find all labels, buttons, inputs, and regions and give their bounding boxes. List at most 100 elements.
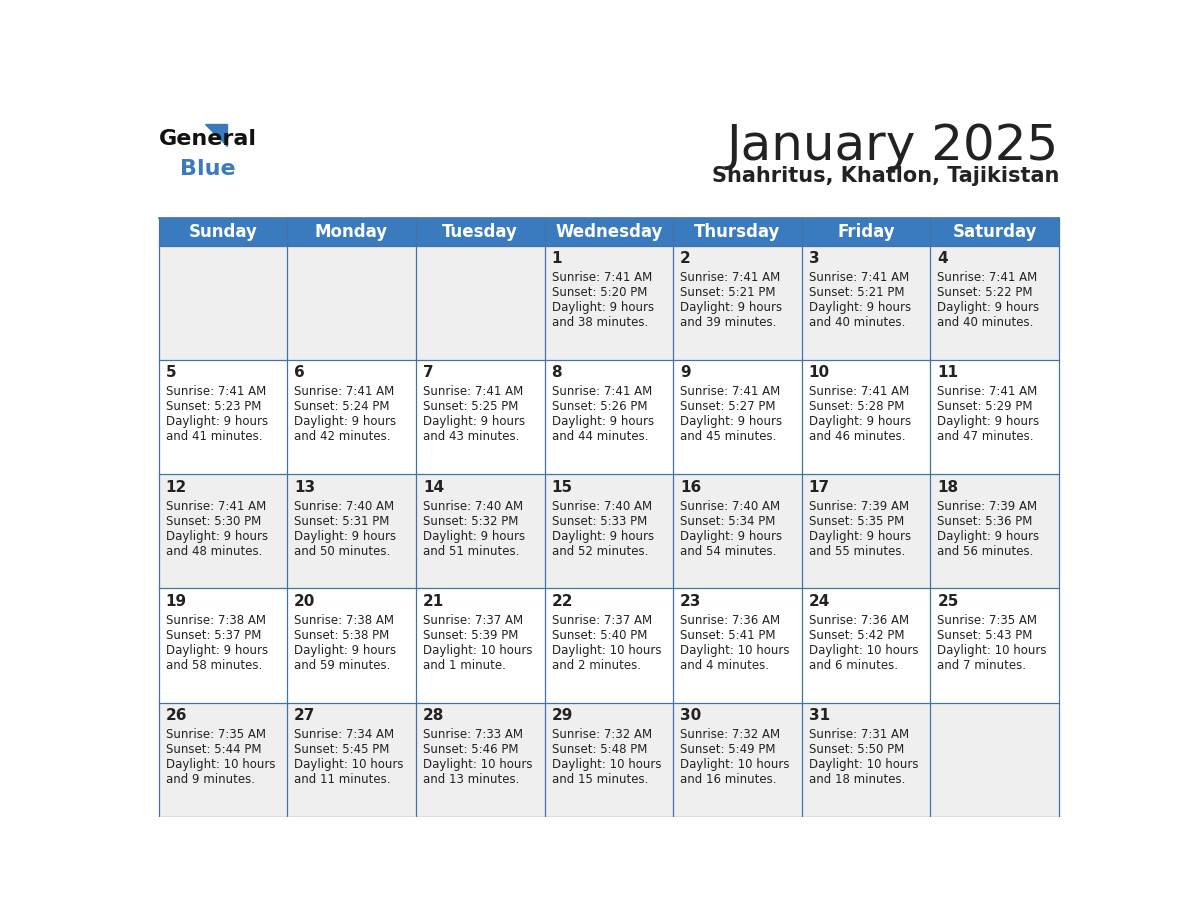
- Text: Sunrise: 7:41 AM: Sunrise: 7:41 AM: [937, 271, 1037, 284]
- Text: 19: 19: [165, 594, 187, 609]
- Text: and 58 minutes.: and 58 minutes.: [165, 659, 261, 672]
- Text: Sunrise: 7:41 AM: Sunrise: 7:41 AM: [681, 271, 781, 284]
- Text: Daylight: 9 hours: Daylight: 9 hours: [809, 530, 911, 543]
- Text: Thursday: Thursday: [694, 223, 781, 241]
- Text: and 50 minutes.: and 50 minutes.: [295, 544, 391, 557]
- Text: Sunrise: 7:36 AM: Sunrise: 7:36 AM: [809, 614, 909, 627]
- Text: 2: 2: [681, 251, 691, 266]
- Text: Sunset: 5:34 PM: Sunset: 5:34 PM: [681, 515, 776, 528]
- Text: Daylight: 9 hours: Daylight: 9 hours: [295, 644, 397, 657]
- Text: Sunset: 5:33 PM: Sunset: 5:33 PM: [551, 515, 646, 528]
- Text: and 38 minutes.: and 38 minutes.: [551, 316, 647, 330]
- Text: Sunrise: 7:38 AM: Sunrise: 7:38 AM: [295, 614, 394, 627]
- Text: 13: 13: [295, 479, 315, 495]
- Text: Daylight: 9 hours: Daylight: 9 hours: [551, 415, 653, 429]
- Text: Daylight: 9 hours: Daylight: 9 hours: [551, 530, 653, 543]
- Text: Daylight: 9 hours: Daylight: 9 hours: [165, 530, 267, 543]
- Text: Sunrise: 7:41 AM: Sunrise: 7:41 AM: [551, 386, 652, 398]
- Text: Daylight: 9 hours: Daylight: 9 hours: [681, 530, 782, 543]
- Text: Sunset: 5:22 PM: Sunset: 5:22 PM: [937, 286, 1032, 299]
- Text: and 59 minutes.: and 59 minutes.: [295, 659, 391, 672]
- Text: Sunrise: 7:40 AM: Sunrise: 7:40 AM: [681, 499, 781, 512]
- Text: Sunset: 5:43 PM: Sunset: 5:43 PM: [937, 629, 1032, 642]
- Text: Sunset: 5:46 PM: Sunset: 5:46 PM: [423, 744, 518, 756]
- Text: Sunrise: 7:35 AM: Sunrise: 7:35 AM: [937, 614, 1037, 627]
- Text: 4: 4: [937, 251, 948, 266]
- Text: Daylight: 9 hours: Daylight: 9 hours: [423, 530, 525, 543]
- Text: 17: 17: [809, 479, 830, 495]
- Text: Sunrise: 7:40 AM: Sunrise: 7:40 AM: [551, 499, 652, 512]
- Text: Daylight: 10 hours: Daylight: 10 hours: [551, 644, 661, 657]
- Text: Sunrise: 7:40 AM: Sunrise: 7:40 AM: [423, 499, 523, 512]
- Text: Sunset: 5:44 PM: Sunset: 5:44 PM: [165, 744, 261, 756]
- Text: and 2 minutes.: and 2 minutes.: [551, 659, 640, 672]
- Text: Sunrise: 7:32 AM: Sunrise: 7:32 AM: [551, 728, 652, 741]
- Text: Sunset: 5:32 PM: Sunset: 5:32 PM: [423, 515, 518, 528]
- Text: and 15 minutes.: and 15 minutes.: [551, 773, 647, 786]
- Text: Sunrise: 7:39 AM: Sunrise: 7:39 AM: [809, 499, 909, 512]
- Text: 20: 20: [295, 594, 316, 609]
- Text: and 55 minutes.: and 55 minutes.: [809, 544, 905, 557]
- Text: Sunset: 5:41 PM: Sunset: 5:41 PM: [681, 629, 776, 642]
- Text: Sunset: 5:21 PM: Sunset: 5:21 PM: [809, 286, 904, 299]
- Text: Daylight: 9 hours: Daylight: 9 hours: [937, 301, 1040, 314]
- Bar: [158, 475, 1060, 588]
- Text: and 16 minutes.: and 16 minutes.: [681, 773, 777, 786]
- Text: Sunrise: 7:37 AM: Sunrise: 7:37 AM: [423, 614, 523, 627]
- Text: and 48 minutes.: and 48 minutes.: [165, 544, 261, 557]
- Text: 30: 30: [681, 708, 701, 723]
- Text: Sunset: 5:40 PM: Sunset: 5:40 PM: [551, 629, 647, 642]
- Text: Daylight: 9 hours: Daylight: 9 hours: [165, 415, 267, 429]
- Text: Daylight: 9 hours: Daylight: 9 hours: [937, 530, 1040, 543]
- Text: and 39 minutes.: and 39 minutes.: [681, 316, 777, 330]
- Text: Sunset: 5:48 PM: Sunset: 5:48 PM: [551, 744, 647, 756]
- Text: Sunrise: 7:41 AM: Sunrise: 7:41 AM: [809, 386, 909, 398]
- Text: 18: 18: [937, 479, 959, 495]
- Text: Sunset: 5:42 PM: Sunset: 5:42 PM: [809, 629, 904, 642]
- Text: and 6 minutes.: and 6 minutes.: [809, 659, 898, 672]
- Text: Daylight: 10 hours: Daylight: 10 hours: [681, 758, 790, 771]
- Text: Daylight: 9 hours: Daylight: 9 hours: [809, 415, 911, 429]
- Text: and 46 minutes.: and 46 minutes.: [809, 431, 905, 443]
- Text: 29: 29: [551, 708, 573, 723]
- Text: Daylight: 10 hours: Daylight: 10 hours: [937, 644, 1047, 657]
- Text: and 56 minutes.: and 56 minutes.: [937, 544, 1034, 557]
- Text: Sunrise: 7:40 AM: Sunrise: 7:40 AM: [295, 499, 394, 512]
- Text: Sunset: 5:23 PM: Sunset: 5:23 PM: [165, 400, 261, 413]
- Text: Sunset: 5:20 PM: Sunset: 5:20 PM: [551, 286, 647, 299]
- Bar: [158, 703, 1060, 817]
- Bar: [158, 246, 1060, 360]
- Text: Daylight: 9 hours: Daylight: 9 hours: [295, 415, 397, 429]
- Text: Sunrise: 7:37 AM: Sunrise: 7:37 AM: [551, 614, 652, 627]
- Text: 24: 24: [809, 594, 830, 609]
- Text: Daylight: 9 hours: Daylight: 9 hours: [165, 644, 267, 657]
- Text: Sunset: 5:50 PM: Sunset: 5:50 PM: [809, 744, 904, 756]
- Text: and 51 minutes.: and 51 minutes.: [423, 544, 519, 557]
- Text: and 44 minutes.: and 44 minutes.: [551, 431, 647, 443]
- Text: General: General: [158, 129, 257, 149]
- Text: and 7 minutes.: and 7 minutes.: [937, 659, 1026, 672]
- Text: Daylight: 9 hours: Daylight: 9 hours: [423, 415, 525, 429]
- Text: Daylight: 9 hours: Daylight: 9 hours: [295, 530, 397, 543]
- Text: Sunrise: 7:41 AM: Sunrise: 7:41 AM: [165, 499, 266, 512]
- Text: 16: 16: [681, 479, 701, 495]
- Text: Sunset: 5:27 PM: Sunset: 5:27 PM: [681, 400, 776, 413]
- Text: Sunset: 5:39 PM: Sunset: 5:39 PM: [423, 629, 518, 642]
- Text: 8: 8: [551, 365, 562, 380]
- Text: and 4 minutes.: and 4 minutes.: [681, 659, 769, 672]
- Text: 12: 12: [165, 479, 187, 495]
- Bar: [158, 588, 1060, 703]
- Text: and 47 minutes.: and 47 minutes.: [937, 431, 1034, 443]
- Text: 7: 7: [423, 365, 434, 380]
- Bar: [158, 218, 1060, 246]
- Text: Sunset: 5:21 PM: Sunset: 5:21 PM: [681, 286, 776, 299]
- Text: and 40 minutes.: and 40 minutes.: [937, 316, 1034, 330]
- Text: Sunrise: 7:41 AM: Sunrise: 7:41 AM: [551, 271, 652, 284]
- Text: 1: 1: [551, 251, 562, 266]
- Text: Sunset: 5:38 PM: Sunset: 5:38 PM: [295, 629, 390, 642]
- Text: Shahritus, Khatlon, Tajikistan: Shahritus, Khatlon, Tajikistan: [712, 165, 1060, 185]
- Text: and 42 minutes.: and 42 minutes.: [295, 431, 391, 443]
- Text: Sunrise: 7:41 AM: Sunrise: 7:41 AM: [681, 386, 781, 398]
- Text: Sunrise: 7:36 AM: Sunrise: 7:36 AM: [681, 614, 781, 627]
- Text: Sunrise: 7:34 AM: Sunrise: 7:34 AM: [295, 728, 394, 741]
